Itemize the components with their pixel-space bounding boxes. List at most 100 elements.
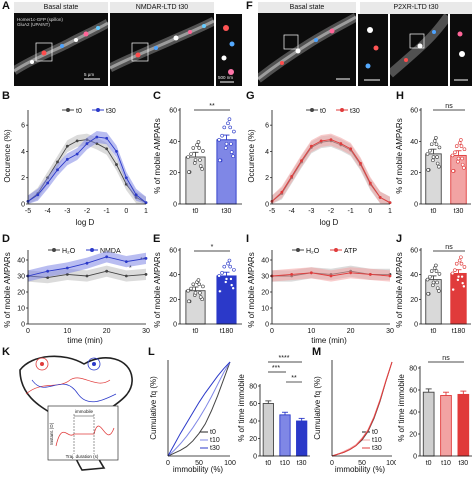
chart-b-logd: Occurence (%) log D t0 t30 -5 -4 -3 -2 -… [3, 108, 148, 227]
micrograph-f-zoom1 [358, 14, 388, 86]
data-point [75, 139, 79, 143]
x-categories: t0 t30 [193, 208, 232, 215]
panel-label-i: I [246, 233, 250, 245]
data-point [223, 280, 228, 284]
series-line [167, 361, 231, 457]
chart-m-bars: % of time immobile ns 0 20 40 60 80 t0 t… [397, 355, 472, 467]
data-point [429, 142, 434, 147]
data-point [434, 263, 438, 268]
y-tick: 80 [409, 366, 417, 373]
data-point [368, 181, 372, 185]
y-axis-label: % of time immobile [397, 374, 406, 442]
panel-label-c: C [153, 90, 161, 102]
data-point [280, 190, 284, 194]
data-point [457, 258, 462, 263]
chart-i-time: % of mobile AMPARs time (min) H₂O ATP 0 … [247, 248, 394, 345]
panel-label-e: E [153, 233, 161, 245]
significance-label: ns [445, 103, 453, 110]
chart-d-time: % of mobile AMPARs time (min) H₂O NMDA *… [3, 248, 150, 345]
data-point [218, 158, 222, 163]
micrograph-f-basal: Basal state [258, 2, 356, 86]
y-axis-label: % of time immobile [237, 374, 246, 442]
data-point [229, 277, 233, 281]
data-point [309, 271, 313, 275]
y-axis-label: Cumulative fq (%) [313, 376, 322, 440]
chart-c-bars: % of mobile AMPARs ** 0 20 40 60 t0 t30 [153, 103, 242, 215]
chart-m-cdf: Cumulative fq (%) immobility (%) t0 t10 … [313, 360, 396, 474]
data-point [428, 274, 432, 279]
legend-label: t0 [372, 429, 378, 436]
data-point [193, 291, 198, 295]
series-line [271, 140, 391, 204]
data-point [228, 125, 232, 130]
data-point [460, 156, 464, 161]
data-point [462, 147, 467, 152]
data-point [425, 277, 430, 282]
x-tick: -5 [25, 208, 31, 215]
x-tick: -3 [308, 208, 314, 215]
legend-label: t30 [350, 108, 360, 115]
data-point [388, 274, 392, 278]
y-tick: 0 [265, 322, 269, 329]
x-categories: t0 t10 t30 [265, 460, 306, 467]
data-point [232, 129, 236, 134]
data-point [437, 272, 442, 276]
data-point [437, 145, 442, 150]
x-tick: 30 [142, 328, 150, 335]
data-point [434, 136, 438, 140]
data-point [105, 136, 109, 140]
data-point [435, 280, 439, 285]
data-point [434, 142, 439, 147]
legend-label: t10 [210, 437, 220, 444]
data-point [228, 264, 232, 269]
data-point [193, 158, 198, 162]
significance-label: ** [291, 375, 297, 382]
chart-g-logd: Occurence (%) log D t0 t30 -5 -4 -3 -2 -… [247, 108, 392, 227]
chart-legend: H₂O ATP [292, 248, 357, 255]
series-line [167, 361, 231, 457]
x-tick: 50 [358, 460, 366, 467]
x-tick: -5 [269, 208, 275, 215]
chart-j-bars: % of mobile AMPARs ns 0 20 40 60 t0 t180 [395, 244, 471, 335]
y-tick: 0 [21, 202, 25, 209]
bar [279, 414, 291, 457]
data-point [220, 271, 224, 275]
data-point [435, 155, 439, 159]
data-point [196, 278, 201, 282]
legend-marker [310, 108, 314, 112]
data-point [218, 289, 222, 294]
data-point [226, 261, 230, 266]
x-tick: 1 [144, 208, 148, 215]
panel-label-f: F [246, 0, 253, 12]
data-point [201, 149, 205, 153]
micrograph-f-zoom2 [450, 14, 472, 86]
data-point [453, 268, 457, 272]
panel-label-j: J [396, 233, 403, 245]
data-point [144, 273, 148, 276]
y-tick: 0 [413, 454, 417, 461]
data-point [431, 158, 435, 163]
bar [440, 395, 452, 457]
data-point [435, 161, 440, 166]
data-point [187, 299, 191, 304]
data-point [454, 261, 459, 266]
x-tick: -2 [328, 208, 334, 215]
data-point [459, 138, 463, 142]
y-tick: 6 [265, 123, 269, 130]
data-point [290, 175, 294, 178]
y-ticks: 0 20 40 60 80 [409, 366, 417, 461]
bar [296, 420, 308, 457]
data-point [197, 146, 201, 150]
y-ticks: 0 2 4 6 [265, 123, 269, 209]
data-point [201, 284, 205, 289]
y-ticks: 0 20 40 60 [169, 108, 177, 209]
dendrite-image [390, 14, 448, 78]
legend-label: t0 [320, 108, 326, 115]
data-point [290, 273, 294, 276]
chart-l-bars: % of time immobile **** *** ** 0 20 40 6… [237, 355, 310, 467]
data-point [378, 196, 382, 199]
legend-label: t30 [372, 445, 382, 452]
x-categories: t0 t30 [431, 208, 464, 215]
legend-label: t10 [372, 437, 382, 444]
data-point [65, 144, 69, 148]
